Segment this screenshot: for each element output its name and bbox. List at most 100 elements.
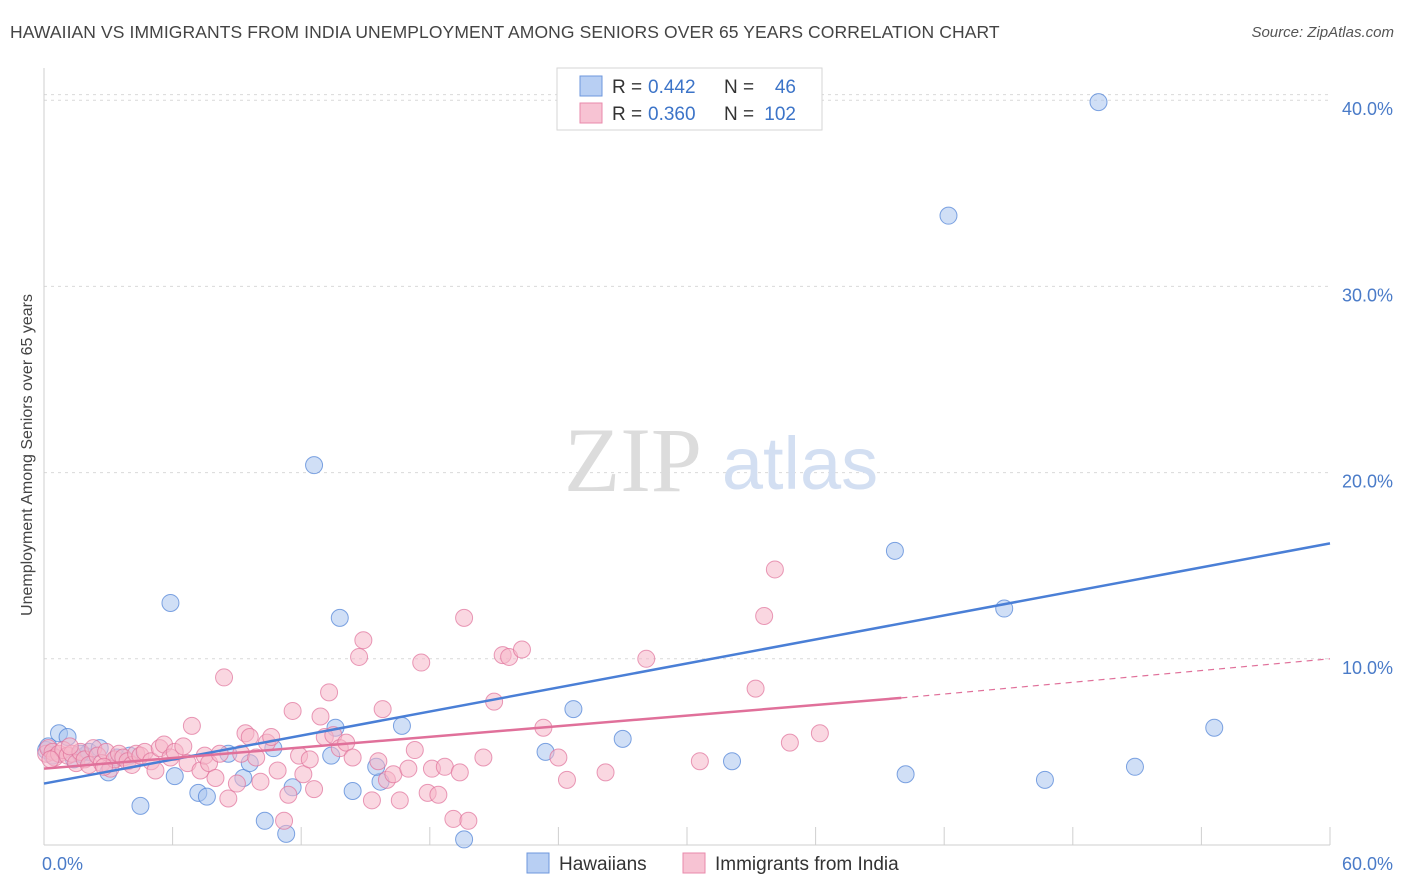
chart-title: HAWAIIAN VS IMMIGRANTS FROM INDIA UNEMPL…: [10, 22, 1000, 42]
legend-swatch-india: [682, 852, 706, 874]
data-point: [512, 640, 531, 659]
data-point: [444, 809, 463, 828]
data-point: [810, 724, 829, 743]
stats-n-value-india: 102: [764, 104, 796, 125]
data-point: [343, 748, 362, 767]
data-point: [182, 716, 201, 735]
legend-label-india: Immigrants from India: [715, 854, 899, 875]
y-tick-label: 40.0%: [1342, 99, 1393, 119]
data-point: [362, 791, 381, 810]
trend-line-hawaiians: [43, 542, 1331, 785]
stats-r-value-india: 0.360: [648, 104, 696, 125]
data-point: [455, 608, 474, 627]
data-point: [780, 733, 799, 752]
data-point: [399, 759, 418, 778]
gridlines: [44, 94, 1330, 660]
stats-swatch-hawaiians: [579, 75, 603, 97]
data-point: [275, 811, 294, 830]
data-point: [765, 560, 784, 579]
data-point: [279, 785, 298, 804]
data-point: [41, 750, 60, 769]
data-point: [1205, 718, 1224, 737]
data-point: [746, 679, 765, 698]
data-point: [305, 780, 324, 799]
data-point: [255, 811, 274, 830]
axes: [43, 68, 1331, 846]
y-tick-label: 30.0%: [1342, 285, 1393, 305]
data-point: [350, 647, 369, 666]
data-point: [564, 700, 583, 719]
data-point: [343, 782, 362, 801]
data-point: [354, 631, 373, 650]
data-point: [412, 653, 431, 672]
data-point: [723, 752, 742, 771]
data-point: [215, 668, 234, 687]
data-points: [37, 93, 1224, 849]
stats-r-label-india: R =: [612, 104, 642, 125]
data-point: [283, 701, 302, 720]
stats-swatch-india: [579, 102, 603, 124]
data-point: [300, 750, 319, 769]
data-point: [885, 541, 904, 560]
data-point: [1125, 757, 1144, 776]
data-point: [131, 796, 150, 815]
data-point: [165, 767, 184, 786]
data-point: [305, 456, 324, 475]
watermark-atlas: atlas: [722, 422, 878, 505]
series-india-points: [37, 560, 829, 830]
data-point: [429, 785, 448, 804]
data-point: [268, 761, 287, 780]
tick-labels: 10.0% 20.0% 30.0% 40.0% 0.0% 60.0%: [42, 99, 1393, 874]
data-point: [390, 791, 409, 810]
data-point: [405, 741, 424, 760]
bottom-legend: Hawaiians Immigrants from India: [526, 852, 899, 875]
data-point: [247, 748, 266, 767]
stats-n-label-india: N =: [724, 104, 754, 125]
data-point: [474, 748, 493, 767]
data-point: [60, 737, 79, 756]
data-point: [637, 649, 656, 668]
data-point: [294, 765, 313, 784]
trend-line-india-extension: [901, 658, 1331, 699]
data-point: [219, 789, 238, 808]
data-point: [549, 748, 568, 767]
data-point: [557, 770, 576, 789]
data-point: [455, 830, 474, 849]
data-point: [896, 765, 915, 784]
y-tick-label: 10.0%: [1342, 658, 1393, 678]
x-tick-label: 60.0%: [1342, 854, 1393, 874]
data-point: [1035, 770, 1054, 789]
data-point: [755, 606, 774, 625]
watermark: ZIP atlas: [564, 409, 878, 511]
data-point: [384, 765, 403, 784]
data-point: [392, 716, 411, 735]
data-point: [690, 752, 709, 771]
stats-n-value-hawaiians: 46: [775, 77, 796, 98]
data-point: [227, 774, 246, 793]
data-point: [206, 768, 225, 787]
trend-lines: [43, 542, 1331, 785]
data-point: [939, 206, 958, 225]
trend-line-india: [43, 696, 902, 770]
data-point: [330, 608, 349, 627]
data-point: [1089, 93, 1108, 112]
stats-r-label-hawaiians: R =: [612, 77, 642, 98]
data-point: [459, 811, 478, 830]
data-point: [596, 763, 615, 782]
stats-legend: R = 0.442 N = 46 R = 0.360 N = 102: [556, 67, 823, 131]
data-point: [161, 593, 180, 612]
stats-n-label-hawaiians: N =: [724, 77, 754, 98]
data-point: [197, 787, 216, 806]
data-point: [613, 729, 632, 748]
legend-label-hawaiians: Hawaiians: [559, 854, 647, 875]
data-point: [174, 737, 193, 756]
data-point: [311, 707, 330, 726]
legend-swatch-hawaiians: [526, 852, 550, 874]
source-label: Source: ZipAtlas.com: [1251, 24, 1394, 41]
x-tick-label: 0.0%: [42, 854, 83, 874]
data-point: [373, 700, 392, 719]
data-point: [320, 683, 339, 702]
data-point: [450, 763, 469, 782]
data-point: [251, 772, 270, 791]
